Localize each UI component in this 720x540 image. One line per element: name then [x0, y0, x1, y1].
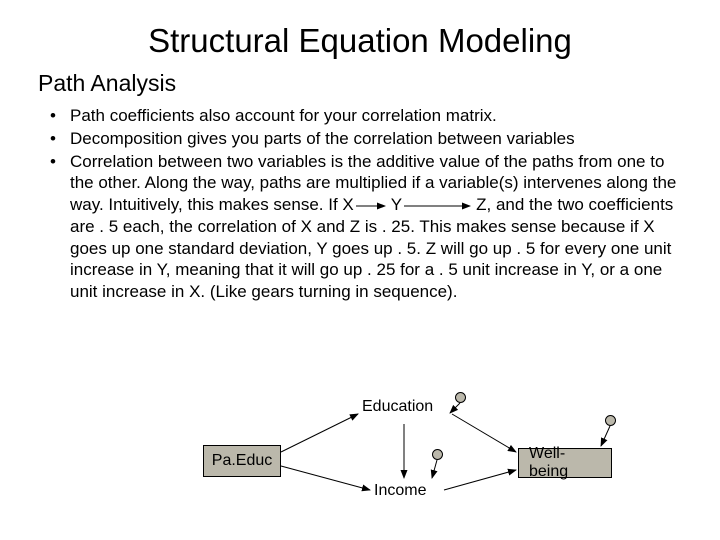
diagram-edge: [452, 414, 516, 452]
error-arrow: [601, 426, 610, 446]
inline-arrow-icon: [354, 200, 391, 212]
error-arrow: [450, 403, 460, 413]
bullet-item: Correlation between two variables is the…: [48, 151, 690, 303]
bullet-item: Path coefficients also account for your …: [48, 105, 690, 127]
diagram-edge: [444, 470, 516, 490]
bullet-list: Path coefficients also account for your …: [0, 105, 720, 303]
inline-arrow-icon: [402, 200, 476, 212]
diagram-node-wellbeing: Well-being: [518, 448, 612, 478]
diagram-edge: [281, 414, 358, 452]
error-term-icon: [455, 392, 466, 403]
diagram-node-education: Education: [362, 398, 433, 416]
diagram-node-income: Income: [374, 482, 426, 500]
error-term-icon: [605, 415, 616, 426]
page-title: Structural Equation Modeling: [0, 0, 720, 70]
section-subtitle: Path Analysis: [0, 70, 720, 105]
bullet-item: Decomposition gives you parts of the cor…: [48, 128, 690, 150]
diagram-edge: [281, 466, 370, 490]
diagram-node-paeduc: Pa.Educ: [203, 445, 281, 477]
error-term-icon: [432, 449, 443, 460]
error-arrow: [432, 460, 437, 478]
